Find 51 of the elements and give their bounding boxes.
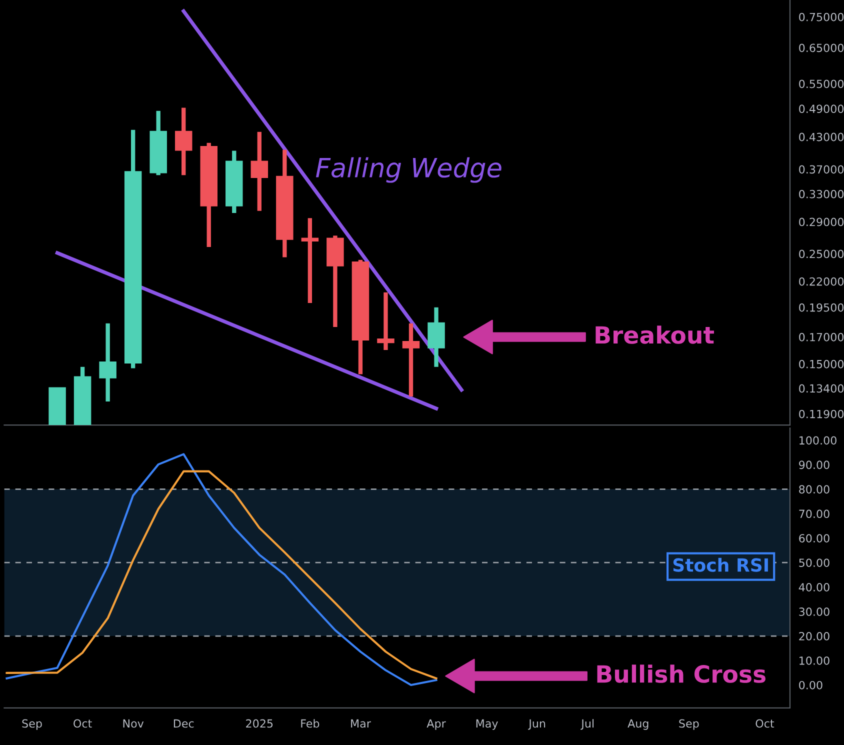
y-tick-label: 10.00 bbox=[800, 656, 830, 665]
y-tick-label: 60.00 bbox=[799, 534, 830, 543]
candlestick bbox=[99, 323, 116, 402]
y-tick-label: 0.65000 bbox=[799, 44, 844, 52]
candlestick bbox=[428, 307, 445, 367]
y-tick-label: 0.55000 bbox=[799, 80, 844, 88]
y-tick-label: 70.00 bbox=[799, 510, 830, 518]
y-tick-label: 0.33000 bbox=[799, 190, 844, 198]
y-tick-label: 30.00 bbox=[799, 608, 830, 616]
x-tick-label: Jun bbox=[528, 719, 546, 730]
y-tick-label: 50.00 bbox=[799, 558, 830, 567]
y-tick-label: 40.00 bbox=[798, 583, 830, 592]
candlestick bbox=[301, 218, 319, 303]
y-tick-label: 0.29000 bbox=[799, 218, 844, 226]
x-tick-label: Mar bbox=[351, 719, 371, 728]
candlestick bbox=[377, 292, 394, 350]
y-tick-label: 0.75000 bbox=[799, 12, 844, 22]
y-tick-label: 0.11900 bbox=[799, 410, 844, 418]
y-tick-label: 0.49000 bbox=[799, 104, 844, 114]
annotation: Falling Wedge bbox=[316, 157, 502, 183]
y-tick-label: 0.22000 bbox=[799, 277, 844, 286]
x-tick-label: Oct bbox=[756, 719, 774, 728]
y-tick-label: 0.15000 bbox=[799, 360, 844, 368]
x-tick-label: Dec bbox=[174, 719, 194, 728]
y-tick-label: 20.00 bbox=[799, 632, 830, 640]
x-tick-label: Apr bbox=[426, 719, 446, 730]
x-tick-label: Sep bbox=[679, 719, 699, 730]
y-tick-label: 0.19500 bbox=[799, 303, 844, 312]
x-tick-label: Aug bbox=[628, 719, 648, 730]
annotation: Stoch RSI bbox=[673, 558, 768, 572]
y-tick-label: 0.00 bbox=[799, 680, 822, 690]
x-tick-label: Nov bbox=[123, 719, 144, 728]
x-tick-label: Feb bbox=[301, 719, 320, 728]
candlestick bbox=[250, 132, 268, 211]
y-tick-label: 90.00 bbox=[799, 460, 830, 470]
x-tick-label: Jul bbox=[580, 719, 594, 730]
x-tick-label: Oct bbox=[74, 719, 92, 728]
x-tick-label: 2025 bbox=[246, 719, 273, 728]
annotation: Bullish Cross bbox=[597, 664, 766, 683]
x-tick-label: May bbox=[476, 719, 498, 730]
y-tick-label: 0.13400 bbox=[799, 384, 844, 393]
annotation: Breakout bbox=[596, 326, 714, 344]
y-tick-label: 0.17000 bbox=[799, 332, 844, 342]
y-tick-label: 100.00 bbox=[800, 436, 836, 445]
x-tick-label: Sep bbox=[22, 719, 42, 730]
candlestick bbox=[174, 108, 192, 176]
y-tick-label: 0.37000 bbox=[799, 165, 844, 174]
y-tick-label: 80.00 bbox=[799, 485, 830, 494]
y-tick-label: 0.43000 bbox=[799, 132, 844, 142]
y-tick-label: 0.25000 bbox=[799, 250, 844, 258]
candlestick bbox=[402, 323, 420, 396]
